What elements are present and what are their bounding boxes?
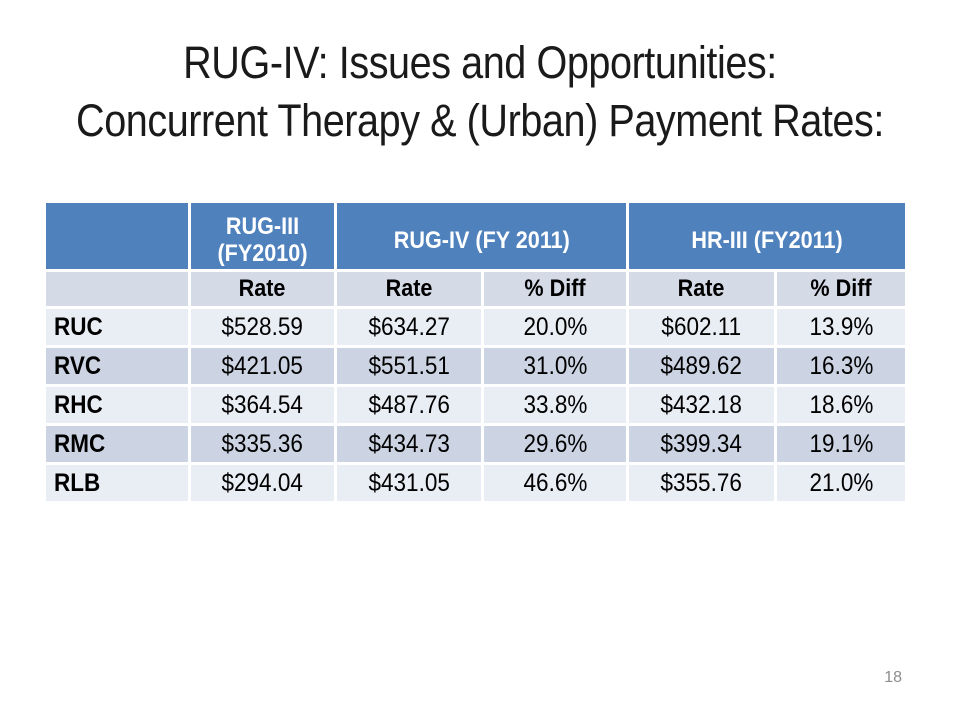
subheader-label: Rate xyxy=(239,275,286,302)
cell-value: $634.27 xyxy=(337,309,481,345)
cell-text: 29.6% xyxy=(523,429,587,458)
cell-value: $434.73 xyxy=(337,426,481,462)
cell-text: 13.9% xyxy=(809,312,873,341)
col-group-rug-iii: RUG-III (FY2010) xyxy=(191,203,334,269)
table-row-rmc: RMC $335.36 $434.73 29.6% $399.34 19.1% xyxy=(46,426,906,462)
cell-text: $434.73 xyxy=(368,429,450,458)
table-subheader-row: Rate Rate % Diff Rate % Diff xyxy=(46,272,906,306)
cell-value: $489.62 xyxy=(629,348,774,384)
cell-value: 19.1% xyxy=(777,426,905,462)
col-group-hr-iii-label: HR-III (FY2011) xyxy=(691,226,843,254)
cell-text: $431.05 xyxy=(368,468,450,497)
col-group-rug-iv: RUG-IV (FY 2011) xyxy=(337,203,626,269)
cell-value: 21.0% xyxy=(777,465,905,501)
row-label: RHC xyxy=(46,387,188,423)
cell-value: $335.36 xyxy=(191,426,334,462)
table-row-rlb: RLB $294.04 $431.05 46.6% $355.76 21.0% xyxy=(46,465,906,501)
cell-text: $399.34 xyxy=(660,429,743,458)
cell-value: $431.05 xyxy=(337,465,481,501)
col-group-empty xyxy=(46,203,188,269)
slide-title-line-1: RUG-IV: Issues and Opportunities: xyxy=(183,37,777,88)
cell-text: $355.76 xyxy=(660,468,743,497)
cell-value: $528.59 xyxy=(191,309,334,345)
subheader-label: Rate xyxy=(385,275,433,302)
cell-value: 16.3% xyxy=(777,348,905,384)
cell-value: $602.11 xyxy=(629,309,774,345)
cell-value: 31.0% xyxy=(484,348,626,384)
cell-value: $551.51 xyxy=(337,348,481,384)
page-number: 18 xyxy=(884,669,902,686)
row-label-text: RHC xyxy=(54,390,103,419)
subheader-label: % Diff xyxy=(810,275,872,302)
cell-value: $294.04 xyxy=(191,465,334,501)
cell-value: 20.0% xyxy=(484,309,626,345)
subheader-label: Rate xyxy=(678,275,725,302)
cell-text: 33.8% xyxy=(523,390,587,419)
row-label: RVC xyxy=(46,348,188,384)
cell-text: $528.59 xyxy=(221,312,304,341)
cell-value: $432.18 xyxy=(629,387,774,423)
slide-title: RUG-IV: Issues and Opportunities: Concur… xyxy=(0,34,960,150)
col-group-rug-iii-label: RUG-III (FY2010) xyxy=(217,213,308,267)
cell-value: 13.9% xyxy=(777,309,905,345)
table-row-ruc: RUC $528.59 $634.27 20.0% $602.11 13.9% xyxy=(46,309,906,345)
cell-text: 18.6% xyxy=(809,390,873,419)
cell-text: $421.05 xyxy=(221,351,304,380)
row-label: RMC xyxy=(46,426,188,462)
subheader-label: % Diff xyxy=(524,275,586,302)
cell-value: $421.05 xyxy=(191,348,334,384)
table-row-rvc: RVC $421.05 $551.51 31.0% $489.62 16.3% xyxy=(46,348,906,384)
cell-value: 29.6% xyxy=(484,426,626,462)
subheader-empty xyxy=(46,272,188,306)
row-label-text: RUC xyxy=(54,312,103,341)
subheader-hr-iii-diff: % Diff xyxy=(777,272,906,306)
cell-value: $399.34 xyxy=(629,426,774,462)
cell-value: $487.76 xyxy=(337,387,481,423)
cell-text: 19.1% xyxy=(809,429,873,458)
cell-text: 20.0% xyxy=(523,312,587,341)
col-group-rug-iv-label: RUG-IV (FY 2011) xyxy=(393,226,570,254)
cell-value: $355.76 xyxy=(629,465,774,501)
cell-text: 16.3% xyxy=(809,351,873,380)
subheader-rug-iii-rate: Rate xyxy=(191,272,334,306)
row-label-text: RLB xyxy=(54,468,101,497)
cell-value: 18.6% xyxy=(777,387,905,423)
cell-text: 46.6% xyxy=(523,468,587,497)
cell-text: $634.27 xyxy=(368,312,450,341)
cell-text: $335.36 xyxy=(221,429,304,458)
cell-text: $294.04 xyxy=(221,468,304,497)
cell-text: $487.76 xyxy=(368,390,450,419)
cell-text: 31.0% xyxy=(523,351,587,380)
table-header-row: RUG-III (FY2010) RUG-IV (FY 2011) HR-III… xyxy=(46,203,906,269)
cell-text: $432.18 xyxy=(660,390,743,419)
row-label: RUC xyxy=(46,309,188,345)
col-group-hr-iii: HR-III (FY2011) xyxy=(629,203,906,269)
subheader-hr-iii-rate: Rate xyxy=(629,272,774,306)
cell-text: $364.54 xyxy=(221,390,304,419)
row-label-text: RMC xyxy=(54,429,106,458)
cell-value: $364.54 xyxy=(191,387,334,423)
payment-rates-table: RUG-III (FY2010) RUG-IV (FY 2011) HR-III… xyxy=(43,200,908,504)
cell-value: 46.6% xyxy=(484,465,626,501)
cell-text: $489.62 xyxy=(660,351,743,380)
cell-text: 21.0% xyxy=(809,468,873,497)
slide-title-line-2: Concurrent Therapy & (Urban) Payment Rat… xyxy=(76,95,884,146)
row-label: RLB xyxy=(46,465,188,501)
table-row-rhc: RHC $364.54 $487.76 33.8% $432.18 18.6% xyxy=(46,387,906,423)
cell-text: $602.11 xyxy=(661,312,742,341)
cell-value: 33.8% xyxy=(484,387,626,423)
cell-text: $551.51 xyxy=(368,351,450,380)
subheader-rug-iv-rate: Rate xyxy=(337,272,481,306)
row-label-text: RVC xyxy=(54,351,102,380)
subheader-rug-iv-diff: % Diff xyxy=(484,272,626,306)
